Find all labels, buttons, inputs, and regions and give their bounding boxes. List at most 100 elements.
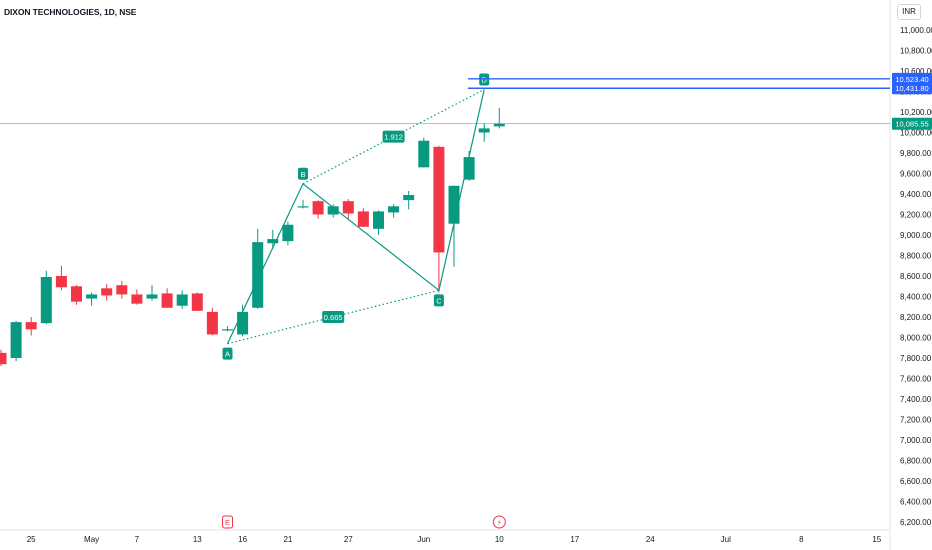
candle-body	[403, 195, 415, 201]
x-tick-label: 25	[27, 535, 36, 544]
pattern-point-label: C	[436, 296, 442, 305]
candle-up	[478, 123, 490, 142]
x-tick-label: 8	[799, 535, 804, 544]
symbol-title: DIXON TECHNOLOGIES, 1D, NSE	[4, 7, 137, 17]
candle-up	[297, 200, 309, 209]
x-tick-label: Jun	[417, 535, 430, 544]
candle-up	[493, 107, 505, 129]
candle-down	[0, 349, 7, 367]
candle-body	[55, 276, 67, 288]
ratio-label-text: 1.912	[384, 133, 403, 142]
candle-body	[463, 157, 475, 180]
candle-body	[191, 293, 203, 311]
x-tick-label: 16	[238, 535, 247, 544]
candle-up	[418, 137, 430, 168]
candle-down	[342, 199, 354, 219]
candle-up	[448, 185, 460, 267]
candle-body	[267, 239, 279, 244]
candle-down	[161, 288, 173, 308]
candle-body	[116, 285, 128, 295]
y-tick-label: 8,800.00	[900, 252, 932, 261]
candle-body	[161, 293, 173, 308]
candle-up	[86, 292, 98, 306]
candle-body	[493, 123, 505, 127]
candle-body	[146, 294, 158, 299]
y-tick-label: 10,600.00	[900, 67, 932, 76]
x-tick-label: 7	[135, 535, 140, 544]
y-tick-label: 9,800.00	[900, 149, 932, 158]
pattern-point-label: A	[225, 350, 230, 359]
candle-down	[433, 145, 445, 293]
y-tick-label: 7,400.00	[900, 395, 932, 404]
ratio-label-text: 0.665	[324, 313, 343, 322]
harmonic-pattern-path	[226, 89, 485, 344]
candle-body	[71, 286, 82, 302]
candle-up	[222, 326, 233, 332]
candle-body	[448, 185, 460, 224]
candle-up	[388, 204, 400, 218]
x-tick-label: 13	[193, 535, 202, 544]
candle-body	[101, 288, 113, 296]
ratio-label: 1.912	[382, 130, 405, 143]
candle-body	[418, 140, 430, 168]
candle-down	[206, 307, 218, 336]
candle-body	[388, 206, 400, 213]
candle-body	[222, 329, 233, 331]
dividend-icon-text: ⚡	[497, 518, 502, 527]
x-tick-label: 15	[872, 535, 881, 544]
pattern-point-label: D	[481, 75, 487, 84]
ratio-label-box	[322, 311, 345, 323]
price-level-tag	[892, 72, 932, 85]
candle-up	[146, 285, 158, 301]
currency-button[interactable]: INR	[897, 4, 921, 20]
candle-up	[373, 210, 384, 235]
y-tick-label: 7,200.00	[900, 416, 932, 425]
price-level-tag-text: 10,523.40	[895, 75, 928, 84]
pattern-point-a: A	[222, 347, 233, 360]
x-tick-label: 10	[495, 535, 504, 544]
earnings-icon-box	[222, 515, 233, 529]
earnings-icon: E	[222, 515, 233, 529]
candle-up	[40, 270, 52, 325]
candle-body	[433, 146, 445, 253]
last-price-tag-text: 10,085.55	[895, 120, 928, 129]
y-tick-label: 9,400.00	[900, 190, 932, 199]
y-tick-label: 8,600.00	[900, 272, 932, 281]
y-tick-label: 10,800.00	[900, 47, 932, 56]
candle-up	[10, 321, 22, 362]
y-tick-label: 10,000.00	[900, 129, 932, 138]
y-tick-label: 9,000.00	[900, 231, 932, 240]
y-tick-label: 8,000.00	[900, 334, 932, 343]
candle-body	[282, 224, 294, 242]
candle-body	[176, 294, 188, 306]
candle-down	[131, 289, 143, 305]
pattern-point-box	[433, 294, 444, 307]
y-tick-label: 10,200.00	[900, 108, 932, 117]
y-tick-label: 7,000.00	[900, 436, 932, 445]
y-tick-label: 6,400.00	[900, 498, 932, 507]
candle-up	[282, 221, 294, 246]
pattern-point-box	[222, 347, 233, 360]
earnings-icon-text: E	[225, 518, 230, 527]
candle-body	[373, 211, 384, 229]
x-tick-label: May	[84, 535, 99, 544]
candle-down	[25, 317, 37, 336]
x-tick-label: 27	[344, 535, 353, 544]
dividend-icon-circle	[492, 515, 506, 529]
price-level-tag-text: 10,431.80	[895, 84, 928, 93]
candle-body	[342, 201, 354, 214]
y-tick-label: 6,200.00	[900, 518, 932, 527]
y-tick-label: 6,600.00	[900, 477, 932, 486]
candle-down	[191, 292, 203, 311]
candle-up	[267, 229, 279, 249]
candle-down	[357, 208, 369, 227]
candle-body	[297, 206, 309, 208]
x-tick-label: 24	[646, 535, 655, 544]
x-tick-label: 17	[570, 535, 579, 544]
y-tick-label: 7,800.00	[900, 354, 932, 363]
candle-body	[131, 294, 143, 304]
candle-down	[312, 200, 324, 219]
ratio-label-box	[382, 130, 405, 143]
candle-body	[237, 311, 249, 335]
